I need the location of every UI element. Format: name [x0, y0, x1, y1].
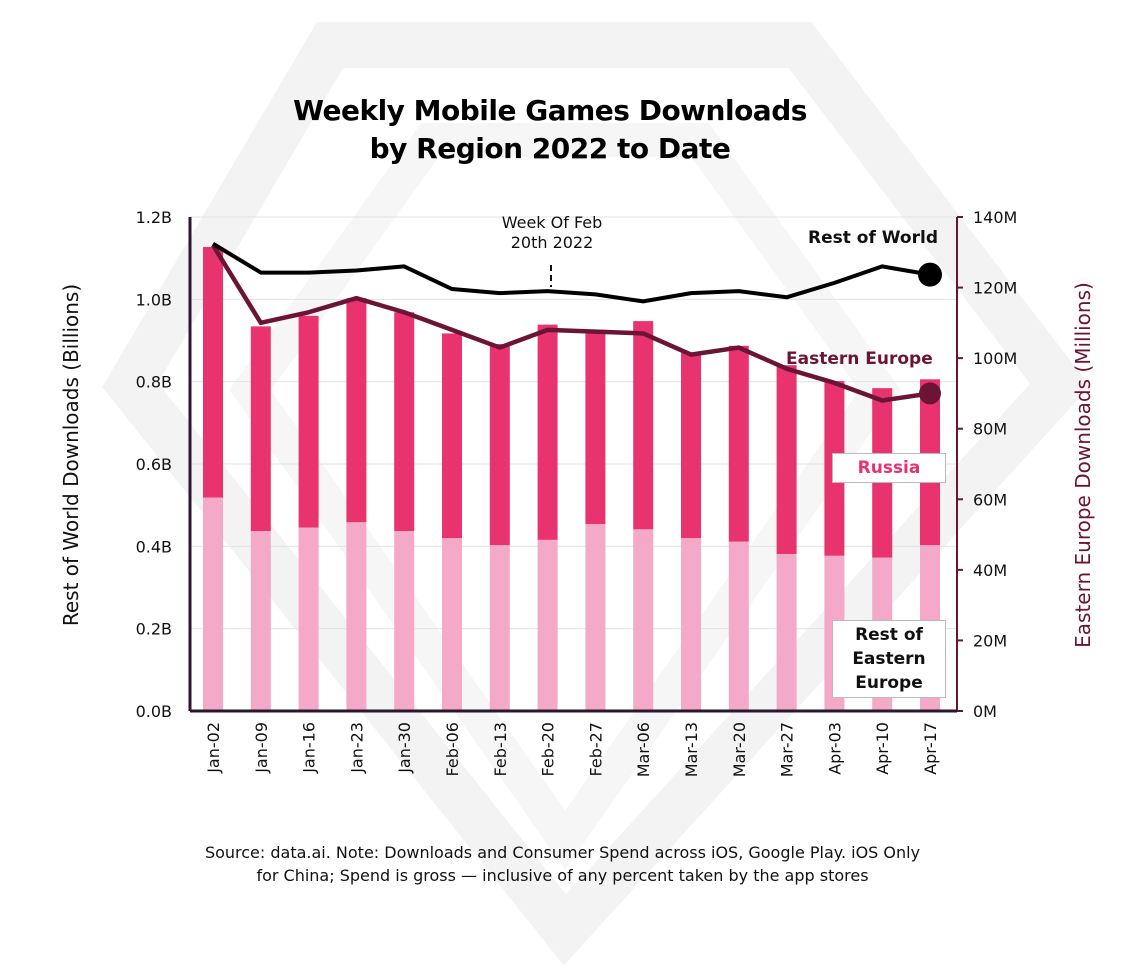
chart-title: Weekly Mobile Games Downloads by Region …	[293, 94, 807, 165]
x-tick-label: Apr-10	[873, 722, 892, 775]
line-eastern-europe	[211, 244, 931, 403]
x-tick-label: Feb-27	[586, 722, 605, 776]
y-right-tick-label: 100M	[973, 349, 1017, 368]
y-right-tick-label: 120M	[973, 279, 1017, 298]
y-left-tick-label: 0.0B	[136, 702, 172, 721]
y-left-tick-label: 1.0B	[136, 290, 172, 309]
marker-rest-of-world-end	[918, 262, 942, 287]
label-eastern-europe: Eastern Europe	[786, 349, 933, 369]
x-tick-label: Jan-16	[300, 722, 319, 774]
bar-russia	[442, 333, 462, 539]
bar-russia	[633, 321, 654, 530]
x-tick-label: Jan-02	[204, 722, 223, 774]
y-right-tick-label: 0M	[973, 702, 997, 721]
bar-russia	[681, 352, 701, 539]
y-left-tick-label: 0.2B	[136, 620, 172, 639]
label-rest-of-eastern-europe: Rest of Eastern Europe	[832, 620, 946, 698]
watermark-diamond	[102, 22, 1090, 966]
bar-russia	[346, 298, 367, 523]
x-tick-label: Feb-20	[539, 722, 558, 776]
bar-rest-of-eastern-europe	[681, 538, 701, 711]
y-left-tick-label: 0.6B	[136, 455, 172, 474]
x-tick-label: Feb-13	[491, 722, 510, 776]
y-left-tick-label: 1.2B	[136, 208, 172, 227]
bar-russia	[489, 344, 510, 546]
y-left-tick-label: 0.4B	[136, 537, 172, 556]
x-tick-label: Mar-20	[730, 722, 749, 777]
x-tick-label: Mar-13	[682, 722, 701, 777]
bar-rest-of-eastern-europe	[585, 523, 606, 711]
bar-rest-of-eastern-europe	[298, 527, 319, 711]
bar-russia	[394, 312, 415, 532]
bar-russia	[537, 324, 558, 540]
bar-rest-of-eastern-europe	[250, 531, 271, 711]
bar-russia	[585, 329, 606, 524]
annotation-feb20: Week Of Feb 20th 2022	[501, 213, 603, 252]
y-left-axis-title: Rest of World Downloads (Billions)	[59, 284, 83, 626]
bar-rest-of-eastern-europe	[489, 545, 510, 711]
y-left-tick-label: 0.8B	[136, 373, 172, 392]
bar-rest-of-eastern-europe	[346, 522, 367, 711]
bar-russia	[203, 246, 223, 498]
marker-eastern-europe-end	[919, 382, 941, 405]
y-right-tick-label: 40M	[973, 561, 1007, 580]
x-tick-label: Mar-27	[778, 722, 797, 777]
x-tick-label: Feb-06	[443, 722, 462, 776]
bar-rest-of-eastern-europe	[537, 539, 558, 711]
x-tick-label: Mar-06	[634, 722, 653, 777]
x-tick-label: Jan-30	[395, 722, 414, 774]
line-rest-of-world	[211, 242, 931, 304]
source-note: Source: data.ai. Note: Downloads and Con…	[204, 843, 921, 885]
bar-rest-of-eastern-europe	[776, 553, 797, 711]
x-tick-label: Apr-03	[825, 722, 844, 775]
bar-russia	[728, 345, 749, 542]
label-russia: Russia	[832, 453, 946, 483]
y-right-tick-label: 140M	[973, 208, 1017, 227]
x-tick-label: Apr-17	[921, 722, 940, 775]
bar-rest-of-eastern-europe	[728, 541, 749, 711]
y-right-tick-label: 80M	[973, 420, 1007, 439]
bar-rest-of-eastern-europe	[442, 538, 462, 711]
x-tick-label: Jan-23	[347, 722, 366, 774]
bar-russia	[776, 365, 797, 554]
bar-rest-of-eastern-europe	[203, 497, 223, 711]
bar-russia	[250, 326, 271, 532]
bar-russia	[298, 315, 319, 528]
y-right-axis-title: Eastern Europe Downloads (Millions)	[1071, 282, 1095, 648]
bar-rest-of-eastern-europe	[394, 531, 415, 711]
y-right-tick-label: 20M	[973, 631, 1007, 650]
bar-rest-of-eastern-europe	[633, 529, 654, 711]
x-tick-label: Jan-09	[252, 722, 271, 774]
y-right-tick-label: 60M	[973, 490, 1007, 509]
watermark-inner	[229, 123, 901, 870]
label-rest-of-world: Rest of World	[808, 228, 938, 248]
